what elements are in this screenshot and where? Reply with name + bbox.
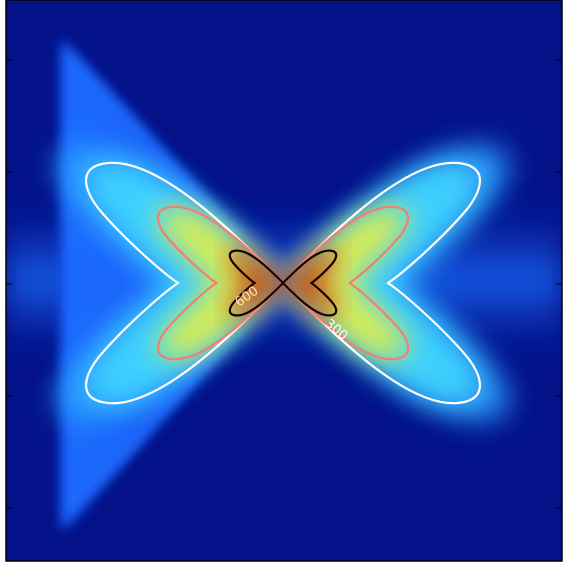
heat-layer <box>283 162 480 404</box>
contour-line <box>156 205 285 361</box>
heat-layer <box>86 162 284 404</box>
heat-layer <box>283 206 409 360</box>
plot-frame <box>5 0 563 562</box>
contour-line <box>281 161 481 405</box>
contour-line <box>281 205 410 361</box>
contour-line <box>281 249 338 317</box>
heatmap <box>6 40 562 530</box>
contour-line <box>228 249 285 317</box>
axis-ticks <box>6 59 562 509</box>
heat-layer <box>157 206 283 360</box>
contour-line <box>85 161 285 405</box>
